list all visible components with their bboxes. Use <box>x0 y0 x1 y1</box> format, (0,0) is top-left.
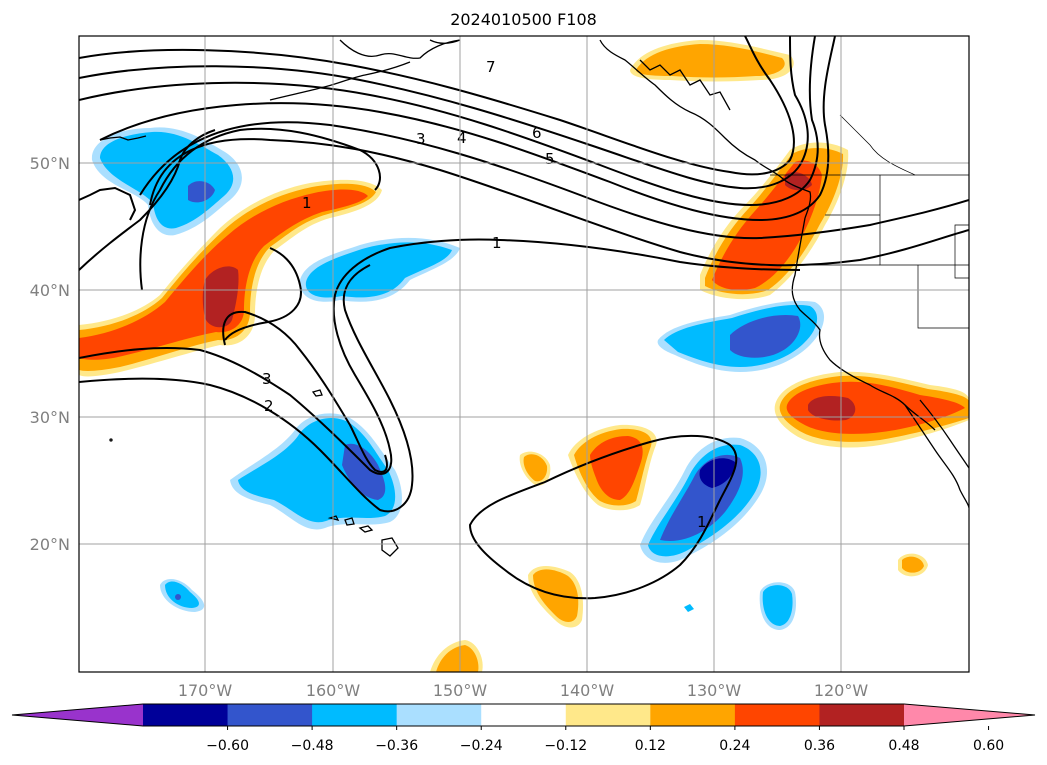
map-title: 2024010500 F108 <box>450 10 597 29</box>
contour-labels: 7 6 5 4 3 1 1 3 2 1 <box>262 58 707 531</box>
colorbar-segment <box>481 704 567 726</box>
colorbar-segment <box>734 704 820 726</box>
lat-label-20: 20°N <box>30 535 70 554</box>
contour-label-1-mid: 1 <box>492 234 502 252</box>
colorbar-segment <box>650 704 736 726</box>
colorbar: −0.60 −0.48 −0.36 −0.24 −0.12 0.12 0.24 0.36 0.4… <box>11 703 1036 754</box>
lat-label-40: 40°N <box>30 281 70 300</box>
colorbar-tick-label: −0.24 <box>460 738 503 754</box>
lon-label-140w: 140°W <box>560 681 615 700</box>
lon-label-160w: 160°W <box>306 681 361 700</box>
colorbar-segment <box>143 704 229 726</box>
colorbar-outline <box>11 703 1036 727</box>
colorbar-tick-label: 0.48 <box>888 738 919 754</box>
negative-anomaly-areas <box>91 127 825 630</box>
lat-label-50: 50°N <box>30 154 70 173</box>
lon-label-170w: 170°W <box>178 681 233 700</box>
contour-label-1-south: 1 <box>697 513 707 531</box>
lon-label-120w: 120°W <box>814 681 869 700</box>
colorbar-extend-max <box>904 704 1035 726</box>
contour-label-3-south: 3 <box>262 370 272 388</box>
contour-label-5: 5 <box>545 150 555 168</box>
longitude-labels: 170°W 160°W 150°W 140°W 130°W 120°W <box>178 681 869 700</box>
colorbar-tick-label: −0.60 <box>206 738 249 754</box>
lat-label-30: 30°N <box>30 408 70 427</box>
colorbar-segment <box>312 704 398 726</box>
coastlines <box>99 39 969 557</box>
colorbar-tick-label: −0.48 <box>291 738 334 754</box>
contour-label-6: 6 <box>532 124 542 142</box>
colorbar-tick-label: 0.12 <box>635 738 666 754</box>
colorbar-extend-min <box>12 704 143 726</box>
gridlines <box>79 36 969 672</box>
colorbar-segment <box>819 704 905 726</box>
contour-label-4: 4 <box>457 129 467 147</box>
colorbar-tick-label: 0.24 <box>719 738 750 754</box>
lon-label-130w: 130°W <box>687 681 742 700</box>
colorbar-tick-label: −0.36 <box>375 738 418 754</box>
lon-label-150w: 150°W <box>433 681 488 700</box>
colorbar-tick-label: 0.60 <box>973 738 1004 754</box>
map-panel: 7 6 5 4 3 1 1 3 2 1 <box>79 36 969 672</box>
latitude-labels: 50°N 40°N 30°N 20°N <box>30 154 70 554</box>
map-frame <box>78 35 970 673</box>
colorbar-tick-label: −0.12 <box>544 738 587 754</box>
contour-label-7: 7 <box>486 58 496 76</box>
colorbar-tick-label: 0.36 <box>804 738 835 754</box>
contour-label-1-west: 1 <box>302 194 312 212</box>
contour-label-2: 2 <box>264 397 274 415</box>
contour-label-3: 3 <box>416 130 426 148</box>
colorbar-segment <box>227 704 313 726</box>
contours <box>79 36 969 600</box>
colorbar-segment <box>565 704 651 726</box>
colorbar-segment <box>396 704 482 726</box>
